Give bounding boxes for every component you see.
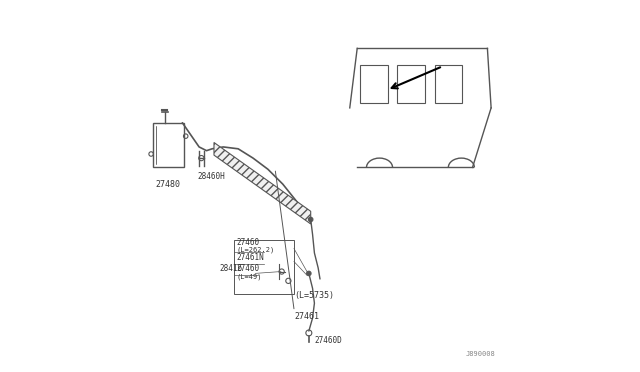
Text: (L=5735): (L=5735) xyxy=(294,291,334,300)
Text: 28460H: 28460H xyxy=(197,172,225,181)
Text: 27460: 27460 xyxy=(236,238,259,247)
Text: 27480: 27480 xyxy=(156,180,181,189)
Text: (L=49): (L=49) xyxy=(236,274,262,280)
Text: 27461N: 27461N xyxy=(236,253,264,262)
Text: 28416: 28416 xyxy=(220,264,243,273)
Text: (L=262.2): (L=262.2) xyxy=(236,247,275,253)
Text: 27460D: 27460D xyxy=(314,336,342,345)
Text: 27460: 27460 xyxy=(236,264,259,273)
Circle shape xyxy=(307,271,311,276)
Circle shape xyxy=(308,217,313,222)
Polygon shape xyxy=(214,142,310,224)
Text: J890008: J890008 xyxy=(465,351,495,357)
Text: 27461: 27461 xyxy=(294,312,319,321)
